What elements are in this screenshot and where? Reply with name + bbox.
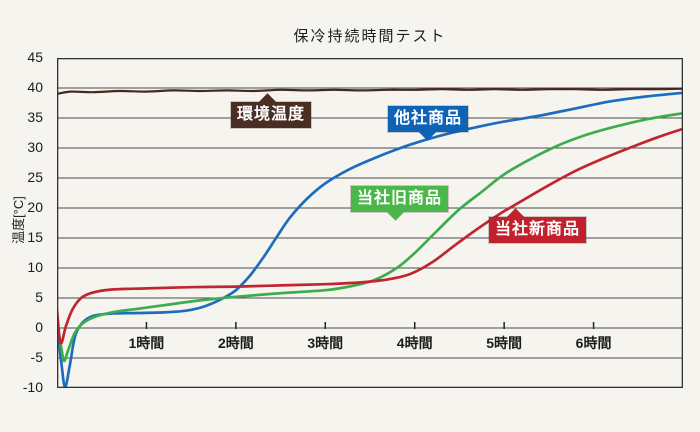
annotation-our-new-product: 当社新商品 [489,208,587,243]
y-tick-label: 20 [27,199,43,215]
callout-label: 他社商品 [394,110,463,127]
x-tick-label: 3時間 [307,335,344,351]
y-tick-label: 10 [27,259,43,275]
chart-title: 保冷持続時間テスト [293,28,447,45]
annotation-our-old-product: 当社旧商品 [351,186,449,221]
series-line-当社旧商品 [57,111,683,363]
callout-label: 当社旧商品 [357,190,443,207]
y-tick-label: -10 [22,379,43,395]
y-tick-label: 35 [27,109,43,125]
callout-label: 当社新商品 [495,221,581,238]
series-line-環境温度 [57,87,683,96]
annotation-ambient-temperature: 環境温度 [231,93,312,128]
y-tick-label: 15 [27,229,43,245]
x-tick-label: 5時間 [486,335,523,351]
y-tick-label: -5 [30,349,43,365]
y-tick-label: 45 [27,49,43,65]
y-tick-label: 5 [35,289,43,305]
y-tick-label: 30 [27,139,43,155]
x-tick-label: 6時間 [575,335,612,351]
x-tick-label: 2時間 [217,335,254,351]
callout-label: 環境温度 [237,106,306,123]
x-tick-label: 1時間 [128,335,165,351]
plot-border [57,58,683,388]
y-tick-label: 0 [35,319,43,335]
x-tick-label: 4時間 [396,335,433,351]
annotation-competitor-product: 他社商品 [388,106,469,141]
y-tick-label: 25 [27,169,43,185]
series-line-当社新商品 [57,127,683,345]
y-tick-label: 40 [27,79,43,95]
